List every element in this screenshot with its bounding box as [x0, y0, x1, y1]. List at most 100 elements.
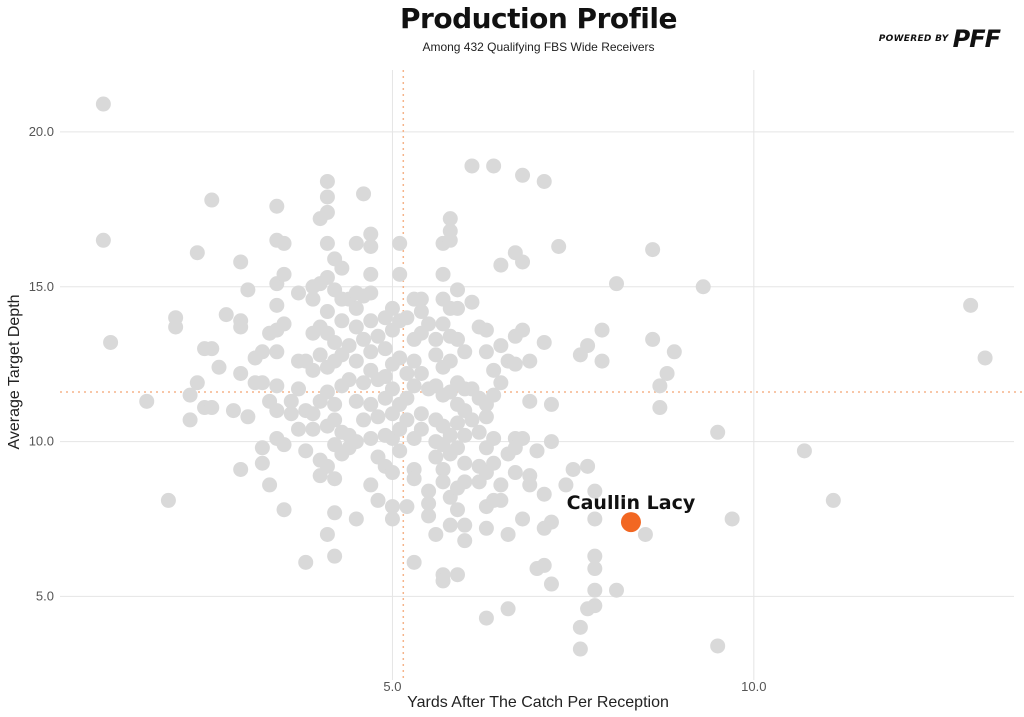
- scatter-point: [392, 350, 408, 366]
- scatter-point: [536, 173, 552, 189]
- scatter-point: [594, 322, 610, 338]
- scatter-point: [356, 186, 372, 202]
- scatter-point: [291, 381, 306, 397]
- scatter-point: [319, 458, 335, 474]
- scatter-point: [399, 310, 415, 326]
- scatter-point: [587, 561, 603, 577]
- scatter-point: [421, 508, 437, 524]
- scatter-point: [536, 334, 552, 350]
- scatter-point: [421, 496, 437, 512]
- scatter-point: [587, 483, 603, 499]
- scatter-point: [464, 412, 480, 428]
- scatter-point: [160, 492, 176, 508]
- scatter-point: [428, 347, 444, 363]
- scatter-point: [450, 567, 465, 583]
- scatter-point: [450, 331, 465, 347]
- scatter-point: [276, 266, 292, 282]
- y-tick-label: 20.0: [29, 124, 54, 139]
- scatter-point: [442, 517, 458, 533]
- scatter-point: [450, 282, 465, 298]
- scatter-point: [435, 266, 451, 282]
- scatter-point: [594, 353, 610, 369]
- scatter-point: [406, 353, 422, 369]
- scatter-point: [348, 235, 364, 251]
- x-axis-label: Yards After The Catch Per Reception: [407, 694, 669, 711]
- scatter-point: [710, 638, 726, 654]
- scatter-point: [327, 548, 343, 564]
- scatter-point: [442, 232, 458, 248]
- scatter-point: [392, 235, 408, 251]
- scatter-point: [522, 477, 538, 493]
- highlight-layer: Caullin Lacy: [567, 492, 696, 533]
- scatter-point: [500, 526, 516, 542]
- scatter-point: [457, 427, 473, 443]
- scatter-point: [327, 471, 343, 487]
- scatter-point: [486, 362, 502, 378]
- scatter-point: [348, 353, 364, 369]
- scatter-point: [139, 393, 155, 409]
- pff-brand: POWERED BY PFF: [879, 25, 1001, 53]
- scatter-point: [319, 235, 335, 251]
- scatter-point: [240, 282, 256, 298]
- points-layer: [95, 96, 993, 657]
- scatter-point: [363, 238, 379, 254]
- scatter-point: [478, 610, 494, 626]
- scatter-point: [522, 353, 538, 369]
- scatter-point: [435, 474, 451, 490]
- scatter-point: [384, 300, 400, 316]
- scatter-point: [413, 406, 429, 422]
- scatter-point: [189, 245, 205, 261]
- scatter-point: [305, 406, 321, 422]
- scatter-point: [457, 517, 473, 533]
- scatter-point: [363, 313, 379, 329]
- scatter-point: [450, 502, 465, 518]
- scatter-point: [334, 313, 350, 329]
- scatter-point: [543, 514, 559, 530]
- scatter-point: [363, 477, 379, 493]
- chart-title: Production Profile: [400, 2, 677, 35]
- scatter-point: [695, 279, 711, 295]
- scatter-point: [189, 375, 205, 391]
- scatter-point: [384, 465, 400, 481]
- scatter-point: [587, 582, 603, 598]
- scatter-point: [421, 316, 437, 332]
- scatter-point: [609, 582, 624, 598]
- scatter-point: [515, 167, 531, 183]
- scatter-point: [551, 238, 567, 254]
- scatter-point: [363, 266, 379, 282]
- scatter-point: [363, 344, 379, 360]
- scatter-point: [211, 359, 227, 375]
- reference-lines: [60, 70, 1024, 680]
- pff-logo: PFF: [952, 25, 1001, 53]
- scatter-point: [168, 319, 184, 335]
- scatter-point: [464, 294, 480, 310]
- scatter-point: [262, 477, 278, 493]
- scatter-point: [399, 365, 415, 381]
- y-tick-label: 15.0: [29, 279, 54, 294]
- scatter-point: [319, 189, 335, 205]
- scatter-point: [493, 375, 509, 391]
- scatter-point: [435, 461, 451, 477]
- scatter-point: [428, 331, 444, 347]
- scatter-point: [442, 427, 458, 443]
- scatter-point: [478, 409, 494, 425]
- scatter-point: [348, 300, 364, 316]
- scatter-point: [283, 393, 299, 409]
- scatter-point: [392, 443, 408, 459]
- scatter-point: [645, 331, 661, 347]
- scatter-point: [276, 316, 292, 332]
- scatter-point: [486, 158, 502, 174]
- scatter-point: [370, 409, 386, 425]
- scatter-point: [384, 499, 400, 515]
- scatter-point: [529, 443, 545, 459]
- scatter-point: [319, 304, 335, 320]
- scatter-point: [486, 430, 502, 446]
- scatter-point: [327, 334, 343, 350]
- scatter-point: [254, 344, 270, 360]
- scatter-point: [587, 511, 603, 527]
- scatter-point: [269, 297, 285, 313]
- scatter-point: [450, 440, 465, 456]
- scatter-point: [305, 291, 321, 307]
- scatter-point: [558, 477, 574, 493]
